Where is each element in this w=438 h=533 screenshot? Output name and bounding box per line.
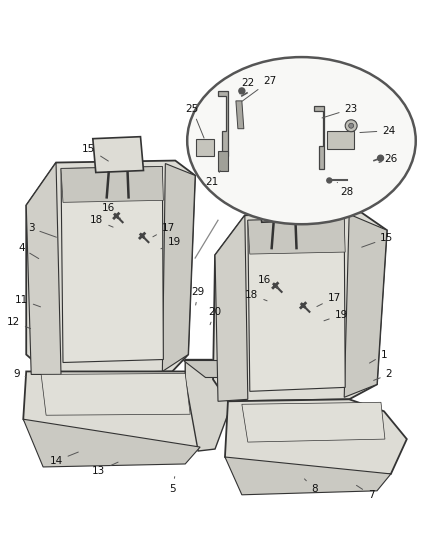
Polygon shape <box>314 106 324 168</box>
Polygon shape <box>162 164 195 372</box>
Circle shape <box>345 120 357 132</box>
Polygon shape <box>23 372 215 451</box>
Polygon shape <box>225 457 391 495</box>
Polygon shape <box>93 136 144 173</box>
Text: 19: 19 <box>324 310 348 321</box>
Text: 21: 21 <box>205 171 220 188</box>
Text: 11: 11 <box>14 295 40 307</box>
Text: 29: 29 <box>191 287 205 305</box>
Polygon shape <box>196 139 214 156</box>
Polygon shape <box>213 212 387 401</box>
Circle shape <box>301 304 305 307</box>
Text: 7: 7 <box>357 486 374 500</box>
Polygon shape <box>218 151 228 171</box>
Polygon shape <box>61 166 163 203</box>
Text: 2: 2 <box>374 369 392 381</box>
Text: 28: 28 <box>337 182 354 197</box>
Text: 18: 18 <box>90 215 113 227</box>
Text: 3: 3 <box>28 223 57 237</box>
Polygon shape <box>242 402 385 442</box>
Circle shape <box>141 234 144 237</box>
Text: 26: 26 <box>379 154 398 164</box>
Polygon shape <box>183 360 228 377</box>
Circle shape <box>274 284 277 287</box>
Ellipse shape <box>187 57 416 224</box>
Circle shape <box>349 123 353 128</box>
Polygon shape <box>26 160 195 375</box>
Text: 24: 24 <box>360 126 396 136</box>
Circle shape <box>378 155 384 161</box>
Polygon shape <box>23 419 200 467</box>
Text: 20: 20 <box>208 307 222 325</box>
Text: 12: 12 <box>7 317 31 329</box>
Text: 5: 5 <box>169 477 176 494</box>
Text: 15: 15 <box>362 233 394 247</box>
Text: 19: 19 <box>161 237 181 249</box>
Polygon shape <box>248 218 345 254</box>
Polygon shape <box>61 166 163 362</box>
Text: 23: 23 <box>322 104 358 118</box>
Polygon shape <box>41 374 190 415</box>
Polygon shape <box>248 218 345 391</box>
Text: 16: 16 <box>102 203 120 219</box>
Polygon shape <box>185 360 228 451</box>
Polygon shape <box>236 101 244 129</box>
Circle shape <box>239 88 245 94</box>
Circle shape <box>115 214 118 217</box>
Polygon shape <box>327 131 354 149</box>
Text: 25: 25 <box>186 104 204 138</box>
Polygon shape <box>225 399 407 479</box>
Circle shape <box>327 178 332 183</box>
Polygon shape <box>26 163 61 375</box>
Text: 13: 13 <box>92 462 118 476</box>
Text: 4: 4 <box>18 243 39 259</box>
Polygon shape <box>344 214 387 397</box>
Text: 9: 9 <box>13 369 27 379</box>
Polygon shape <box>258 187 311 222</box>
Text: 18: 18 <box>245 290 267 301</box>
Text: 1: 1 <box>369 350 387 363</box>
Text: 27: 27 <box>242 76 276 101</box>
Text: 22: 22 <box>240 78 254 94</box>
Polygon shape <box>215 215 248 401</box>
Text: 14: 14 <box>49 452 78 466</box>
Text: 8: 8 <box>304 479 318 494</box>
Text: 15: 15 <box>82 143 108 161</box>
Polygon shape <box>218 91 228 156</box>
Text: 17: 17 <box>317 293 341 306</box>
Text: 17: 17 <box>153 223 175 237</box>
Text: 16: 16 <box>258 275 279 288</box>
